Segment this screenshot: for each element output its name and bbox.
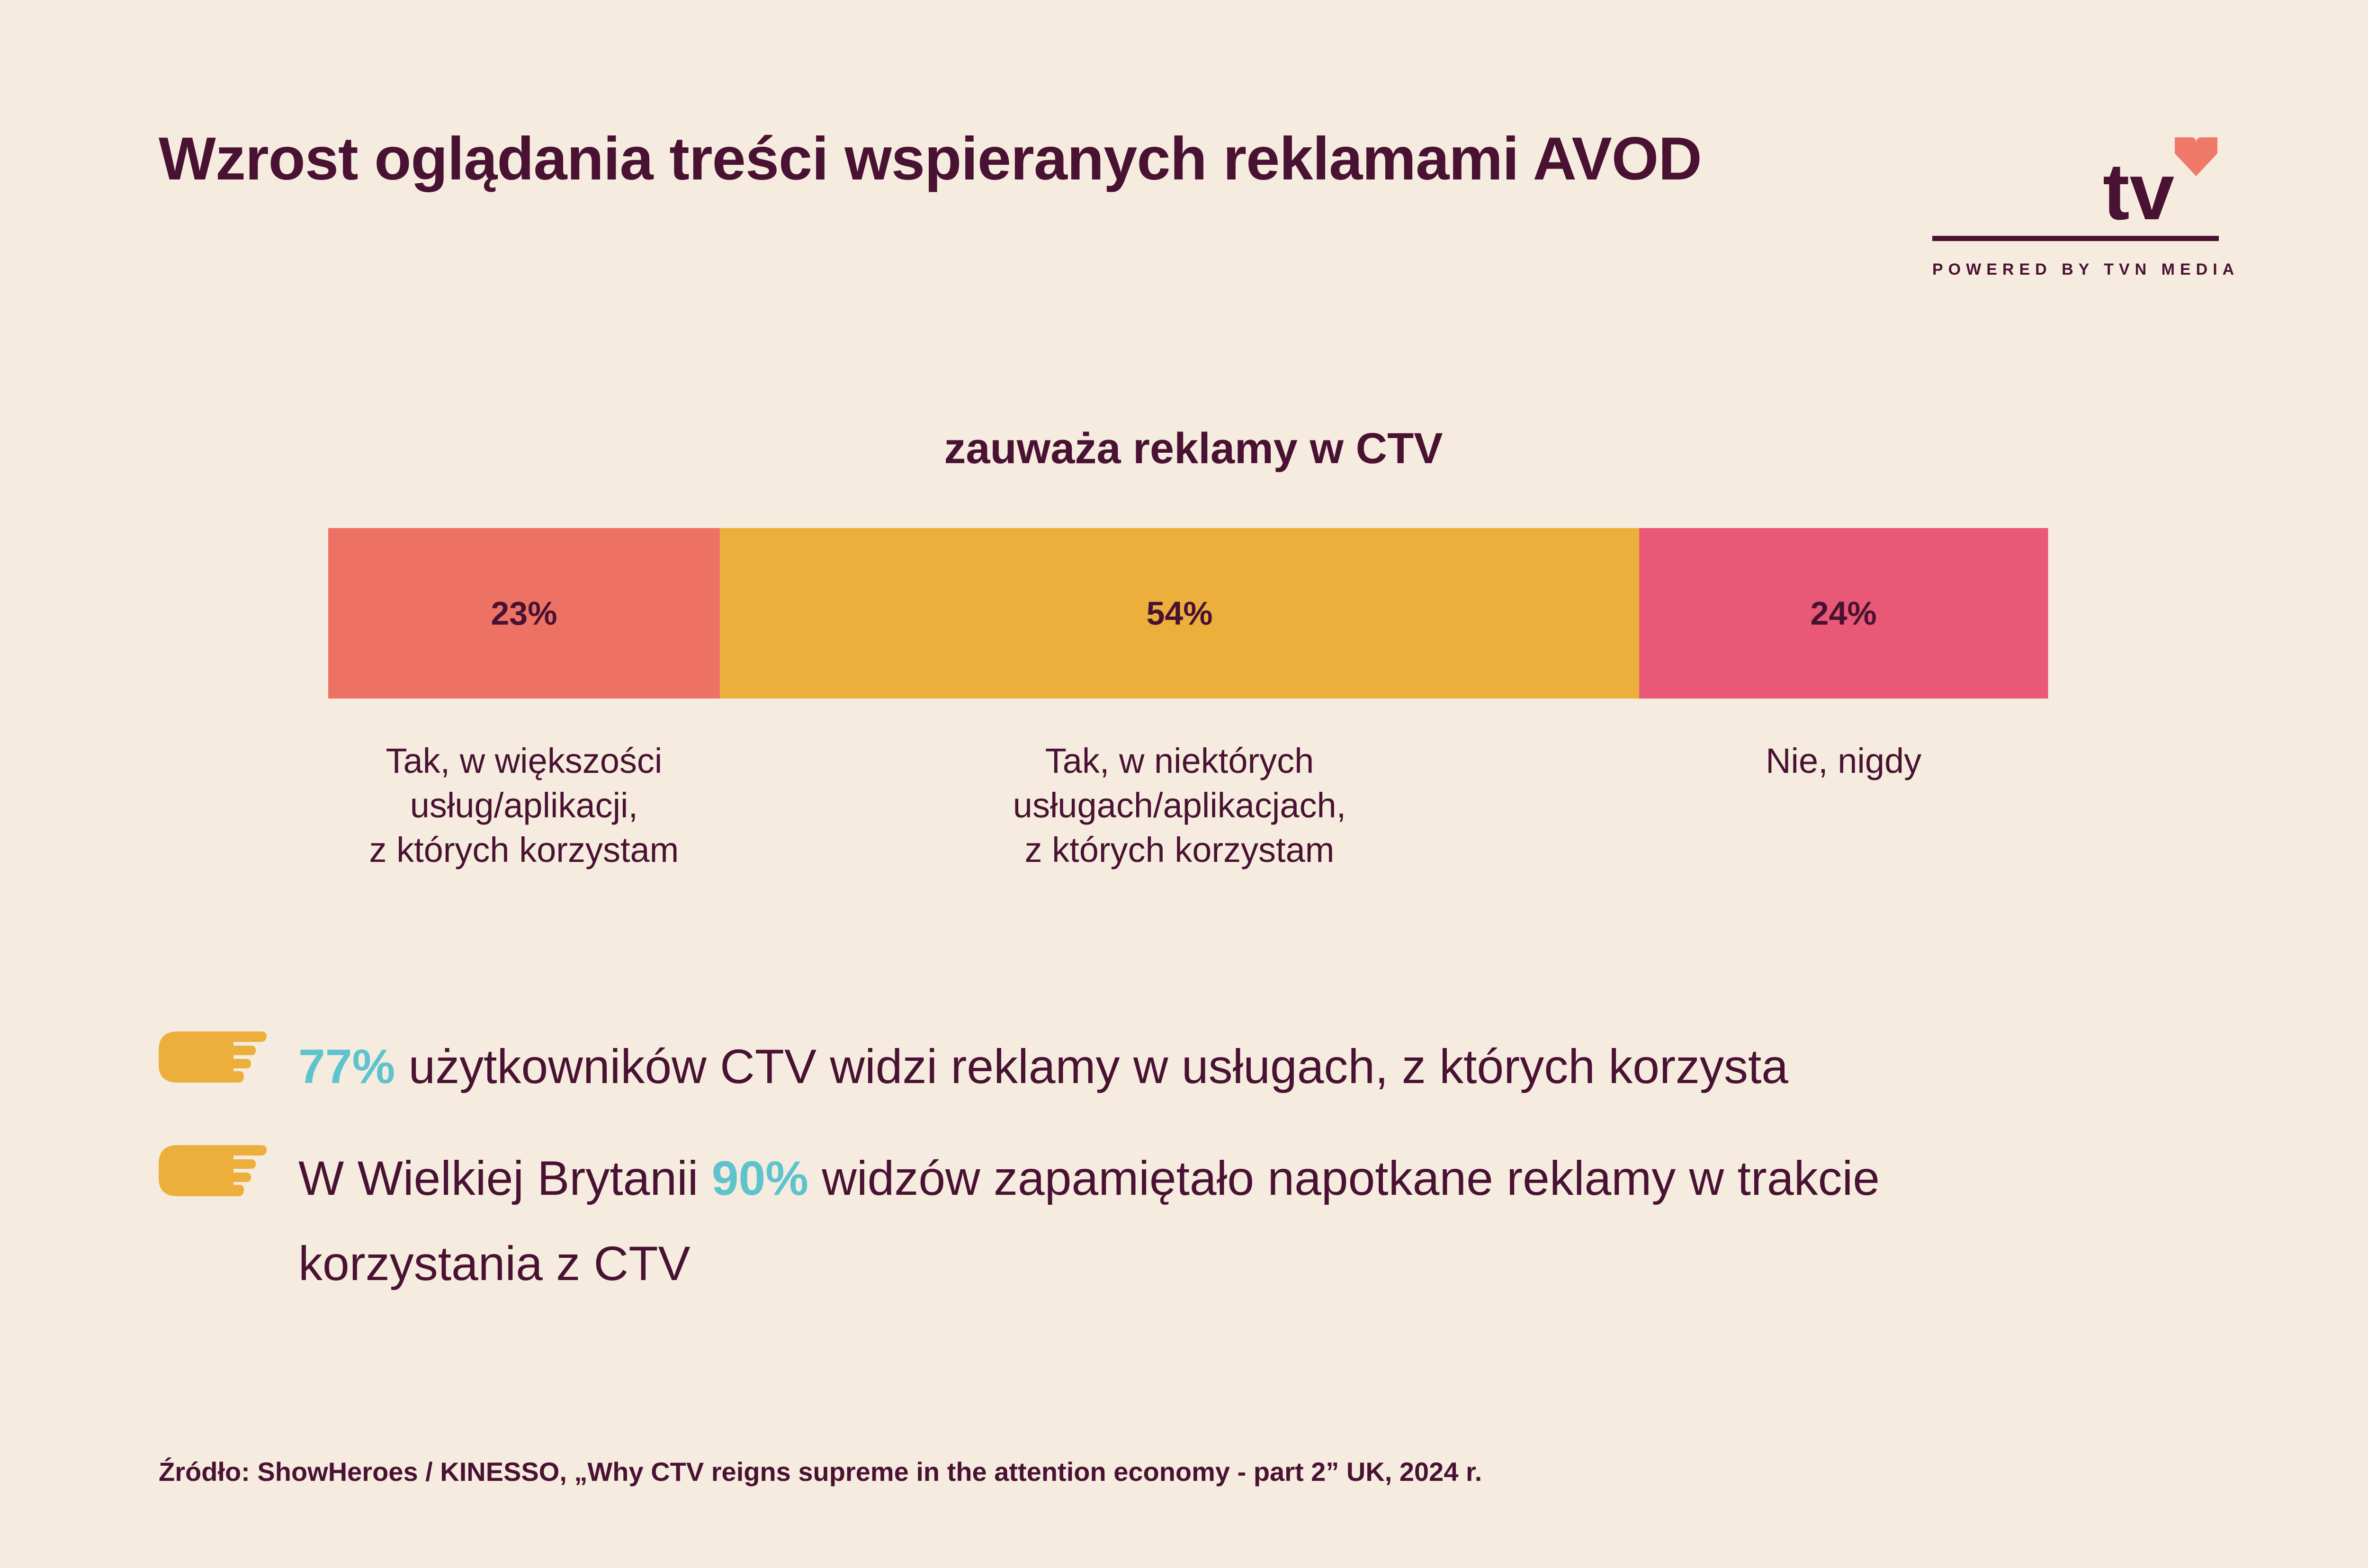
- bullet-highlight: 90%: [711, 1151, 808, 1205]
- logo-subtitle: POWERED BY TVN MEDIA: [1932, 260, 2240, 278]
- bar-value-label: 24%: [1811, 595, 1877, 632]
- bullet-text-before: W Wielkiej Brytanii: [298, 1151, 712, 1205]
- category-label: Tak, w większości usług/aplikacji, z któ…: [369, 741, 679, 869]
- logo-text: tv: [2103, 147, 2175, 237]
- chart-title: zauważa reklamy w CTV: [944, 424, 1443, 473]
- pointing-hand-icon: [159, 1145, 267, 1196]
- bar-segment: [719, 528, 1640, 699]
- bar-value-label: 23%: [491, 595, 557, 632]
- bar-segment: [328, 528, 720, 699]
- bullet-highlight: 77%: [298, 1039, 395, 1093]
- logo-divider: [1932, 236, 2219, 241]
- pointing-hand-icon: [159, 1031, 267, 1083]
- bar-value-label: 54%: [1146, 595, 1212, 632]
- bullet-text-after: widzów zapamiętało napotkane reklamy w t…: [298, 1151, 1880, 1290]
- heart-icon: [2175, 137, 2217, 176]
- bullet-item: 77% użytkowników CTV widzi reklamy w usł…: [298, 1024, 2098, 1109]
- category-label: Nie, nigdy: [1766, 741, 1922, 780]
- brand-logo: tv POWERED BY TVN MEDIA: [1932, 133, 2240, 284]
- source-note: Źródło: ShowHeroes / KINESSO, „Why CTV r…: [159, 1457, 1482, 1487]
- page-title: Wzrost oglądania treści wspieranych rekl…: [159, 125, 1702, 193]
- bullet-item: W Wielkiej Brytanii 90% widzów zapamięta…: [298, 1136, 2098, 1306]
- bullet-text-after: użytkowników CTV widzi reklamy w usługac…: [395, 1039, 1789, 1093]
- category-label: Tak, w niektórych usługach/aplikacjach, …: [1013, 741, 1346, 869]
- bar-segment: [1639, 528, 2048, 699]
